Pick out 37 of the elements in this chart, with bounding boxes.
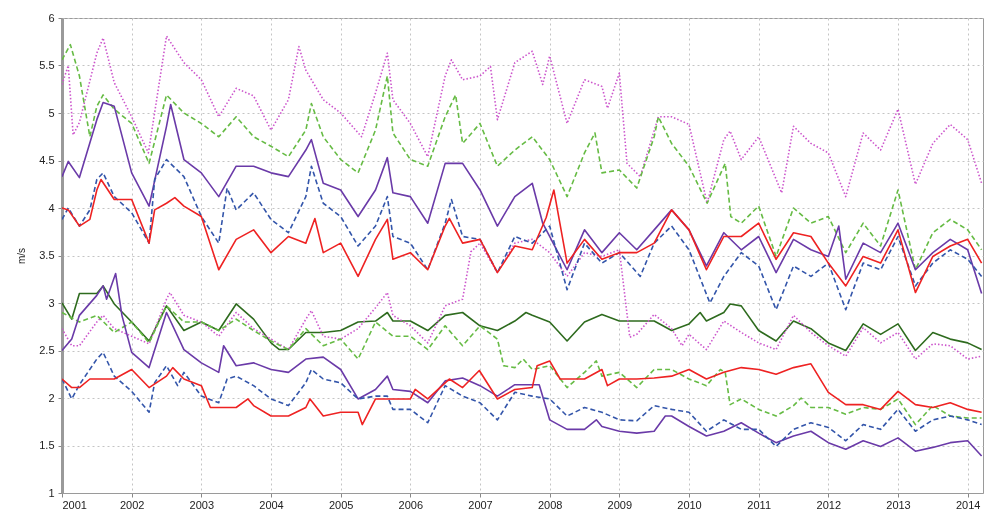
x-tick-label: 2002 — [119, 498, 145, 511]
x-tick-label: 2005 — [328, 498, 354, 511]
line-series — [62, 101, 983, 295]
y-tick-label: 1 — [48, 486, 55, 499]
x-tick-label: 2014 — [955, 498, 981, 511]
x-tick-label: 2012 — [816, 498, 842, 511]
line-series — [62, 305, 983, 426]
x-tick-label: 2008 — [537, 498, 563, 511]
x-tick-label: 2010 — [677, 498, 702, 511]
y-tick-label: 4 — [48, 201, 55, 214]
x-tick-label: 2007 — [468, 498, 493, 511]
x-tick-label: 2006 — [398, 498, 424, 511]
y-tick-label: 3.5 — [39, 249, 55, 261]
line-series — [62, 360, 983, 426]
y-tick-label: 5.5 — [39, 59, 55, 71]
y-tick-label: 6 — [48, 11, 55, 24]
x-tick-label: 2004 — [259, 498, 284, 511]
line-series — [62, 35, 983, 205]
y-axis-title: m/s — [16, 247, 28, 265]
x-tick-label: 2013 — [886, 498, 911, 511]
y-tick-label: 3 — [48, 296, 55, 309]
line-series — [62, 178, 983, 294]
line-series — [62, 285, 983, 352]
y-tick-label: 4.5 — [39, 154, 55, 166]
x-tick-label: 2003 — [189, 498, 215, 511]
x-tick-label: 2001 — [62, 498, 87, 511]
line-series — [62, 272, 983, 457]
line-series — [62, 351, 983, 448]
y-tick-label: 5 — [48, 106, 55, 119]
line-series — [62, 43, 983, 271]
y-tick-label: 2 — [48, 391, 55, 404]
x-tick-label: 2011 — [747, 498, 771, 511]
x-tick-label: 2009 — [607, 498, 633, 511]
y-tick-label: 1.5 — [39, 439, 55, 451]
line-series — [62, 238, 983, 360]
y-tick-label: 2.5 — [39, 344, 55, 356]
line-series — [62, 158, 983, 311]
